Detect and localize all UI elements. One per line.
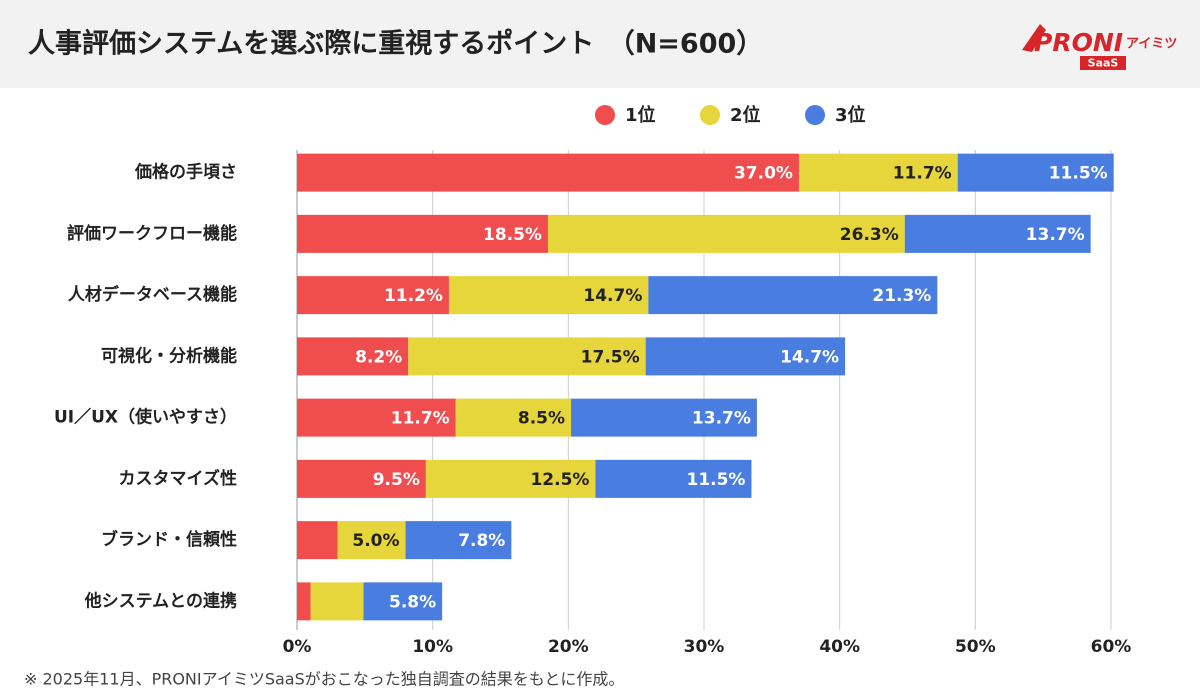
y-tick-label: UI／UX（使いやすさ）	[54, 407, 237, 428]
bar-segment	[297, 214, 548, 253]
bar-segment	[310, 582, 364, 621]
x-tick-label: 40%	[819, 637, 860, 657]
value-label: 14.7%	[780, 347, 839, 367]
bar-segment	[363, 582, 443, 621]
value-label: 9.5%	[373, 470, 420, 490]
chart-title: 人事評価システムを選ぶ際に重視するポイント （N=600）	[28, 28, 763, 60]
bar-segment	[297, 276, 449, 315]
legend-swatch	[805, 105, 825, 125]
bar-segment	[337, 521, 406, 560]
logo-tag: SaaS	[1088, 57, 1119, 70]
y-tick-label: カスタマイズ性	[119, 468, 238, 489]
bar-segment	[297, 582, 311, 621]
legend-swatch	[595, 105, 615, 125]
x-tick-label: 30%	[684, 637, 725, 657]
logo-tag-bg	[1080, 56, 1126, 70]
bar-segment	[448, 276, 649, 315]
bar-segment	[405, 521, 512, 560]
bar-segment	[645, 337, 846, 376]
y-tick-label: 可視化・分析機能	[101, 345, 237, 366]
y-tick-label: 価格の手頃さ	[134, 162, 237, 183]
value-label: 18.5%	[483, 225, 542, 245]
bar-segment	[957, 153, 1114, 192]
logo-mark	[1022, 24, 1046, 52]
bar-segment	[297, 398, 456, 437]
value-label: 11.7%	[391, 409, 450, 429]
y-tick-label: 他システムとの連携	[84, 590, 237, 611]
x-tick-label: 60%	[1091, 637, 1132, 657]
value-label: 5.8%	[389, 592, 436, 612]
value-label: 13.7%	[1026, 225, 1085, 245]
value-label: 5.0%	[352, 531, 399, 551]
bar-segment	[297, 153, 799, 192]
logo-brand: PRONI	[1034, 28, 1123, 57]
bar-segment	[297, 521, 338, 560]
legend-swatch	[700, 105, 720, 125]
value-label: 14.7%	[583, 286, 642, 306]
y-tick-label: 評価ワークフロー機能	[67, 223, 237, 244]
value-label: 8.2%	[355, 347, 402, 367]
legend-label: 2位	[730, 104, 761, 126]
x-tick-label: 50%	[955, 637, 996, 657]
x-tick-label: 10%	[412, 637, 453, 657]
value-label: 37.0%	[734, 164, 793, 184]
value-label: 17.5%	[581, 347, 640, 367]
bar-segment	[571, 398, 757, 437]
value-label: 11.2%	[384, 286, 443, 306]
bar-segment	[798, 153, 958, 192]
bar-segment	[595, 459, 752, 498]
y-tick-label: ブランド・信頼性	[101, 529, 237, 550]
bar-segment	[425, 459, 596, 498]
bar-segment	[455, 398, 572, 437]
y-tick-label: 人材データベース機能	[68, 284, 237, 305]
x-tick-label: 0%	[283, 637, 312, 657]
legend-label: 1位	[625, 104, 656, 126]
logo-sub: アイミツ	[1126, 37, 1177, 52]
value-label: 8.5%	[518, 409, 565, 429]
legend-label: 3位	[835, 104, 866, 126]
bar-segment	[297, 337, 409, 376]
value-label: 7.8%	[458, 531, 505, 551]
footnote: ※ 2025年11月、PRONIアイミツSaaSがおこなった独自調査の結果をもと…	[24, 670, 624, 689]
x-tick-label: 20%	[548, 637, 589, 657]
value-label: 13.7%	[692, 409, 751, 429]
value-label: 11.5%	[686, 470, 745, 490]
value-label: 11.5%	[1049, 164, 1108, 184]
bar-segment	[297, 459, 426, 498]
header-band	[0, 0, 1200, 88]
bar-segment	[547, 214, 905, 253]
bar-segment	[408, 337, 646, 376]
value-label: 21.3%	[872, 286, 931, 306]
value-label: 11.7%	[893, 164, 952, 184]
logo: PRONI アイミツ SaaS	[1022, 24, 1177, 70]
value-label: 12.5%	[530, 470, 589, 490]
bar-segment	[648, 276, 938, 315]
value-label: 26.3%	[840, 225, 899, 245]
bar-segment	[904, 214, 1091, 253]
